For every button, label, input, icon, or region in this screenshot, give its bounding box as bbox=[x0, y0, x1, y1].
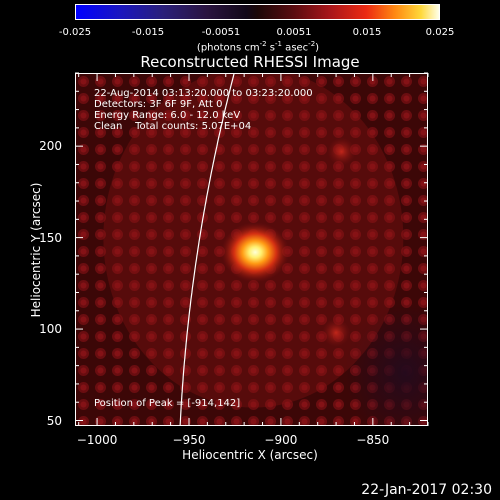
x-tick-label: −850 bbox=[356, 433, 390, 447]
colorbar-tick: 0.0051 bbox=[276, 27, 312, 38]
colorbar-tick: -0.0051 bbox=[201, 27, 241, 38]
chart-title: Reconstructed RHESSI Image bbox=[140, 53, 360, 71]
heatmap-image bbox=[76, 74, 427, 425]
x-tick-label: −1000 bbox=[76, 433, 118, 447]
secondary-source bbox=[322, 318, 351, 347]
colorbar-tick: 0.015 bbox=[352, 27, 382, 38]
annotation-detectors: Detectors: 3F 6F 9F, Att 0 bbox=[94, 99, 223, 110]
footer-timestamp: 22-Jan-2017 02:30 bbox=[361, 482, 492, 498]
annotation-time: 22-Aug-2014 03:13:20.000 to 03:23:20.000 bbox=[94, 88, 313, 99]
colorbar-units: (photons cm-2 s-1 asec-2) bbox=[196, 40, 320, 54]
y-tick-label: 150 bbox=[39, 230, 62, 245]
plot-area: 22-Aug-2014 03:13:20.000 to 03:23:20.000… bbox=[75, 73, 428, 426]
y-tick-label: 200 bbox=[39, 139, 62, 154]
x-tick-label: −900 bbox=[264, 433, 298, 447]
colorbar bbox=[75, 4, 440, 20]
annotation-counts: Clean Total counts: 5.07E+04 bbox=[94, 121, 252, 132]
colorbar-tick: -0.015 bbox=[131, 27, 165, 38]
x-axis-label: Heliocentric X (arcsec) bbox=[182, 448, 318, 462]
dark-region bbox=[345, 303, 427, 425]
peak-position-label: Position of Peak = [-914,142] bbox=[94, 398, 241, 409]
peak-source bbox=[221, 222, 290, 283]
x-tick-label: −950 bbox=[172, 433, 206, 447]
secondary-source bbox=[327, 137, 356, 166]
colorbar-tick: -0.025 bbox=[58, 27, 92, 38]
annotation-energy: Energy Range: 6.0 - 12.0 keV bbox=[94, 110, 241, 121]
solar-limb bbox=[179, 74, 235, 425]
y-tick-label: 50 bbox=[46, 413, 62, 428]
y-tick-label: 100 bbox=[39, 322, 62, 337]
y-axis-label: Heliocentric Y (arcsec) bbox=[29, 182, 43, 318]
colorbar-tick: 0.025 bbox=[425, 27, 455, 38]
